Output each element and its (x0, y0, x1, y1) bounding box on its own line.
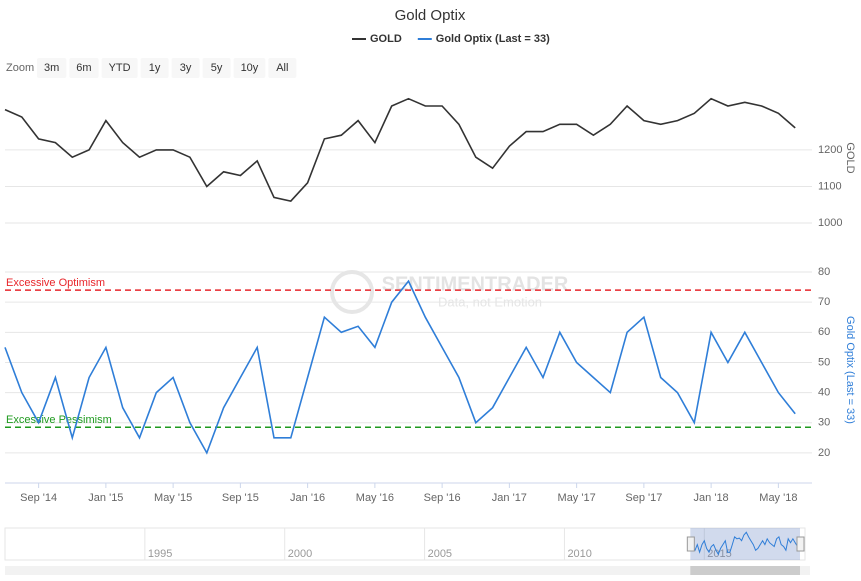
navigator-handle[interactable] (686, 536, 695, 552)
zoom-button[interactable] (37, 58, 67, 78)
navigator-selection (690, 528, 800, 560)
y-tick-label: 1100 (818, 180, 842, 192)
x-tick-label: Sep '16 (424, 492, 461, 504)
zoom-button-label[interactable]: 3m (44, 62, 59, 74)
x-tick-label: Jan '17 (492, 492, 527, 504)
x-tick-label: May '15 (154, 492, 192, 504)
zoom-button[interactable] (233, 58, 266, 78)
navigator-tick-label: 2010 (567, 548, 591, 560)
y2-axis-title: Gold Optix (Last = 33) (844, 316, 856, 424)
series-line (4, 97, 796, 202)
x-tick-label: Jan '15 (88, 492, 123, 504)
y2-tick-label: 30 (818, 417, 830, 429)
reference-label: Excessive Optimism (6, 277, 105, 289)
chart-title: Gold Optix (395, 7, 466, 24)
y2-tick-label: 70 (818, 296, 830, 308)
x-tick-label: Jan '16 (290, 492, 325, 504)
x-tick-label: Sep '15 (222, 492, 259, 504)
zoom-button-label[interactable]: 1y (149, 62, 161, 74)
zoom-button[interactable] (202, 58, 231, 78)
x-tick-label: May '17 (558, 492, 596, 504)
zoom-button[interactable] (268, 58, 297, 78)
navigator-tick-label: 2005 (428, 548, 452, 560)
scrollbar-track (5, 566, 810, 575)
zoom-button-label[interactable]: All (276, 62, 288, 74)
y2-tick-label: 50 (818, 356, 830, 368)
zoom-label: Zoom (6, 62, 34, 74)
navigator-line (689, 531, 801, 556)
x-tick-label: May '16 (356, 492, 394, 504)
x-tick-label: Sep '14 (20, 492, 57, 504)
y-tick-label: 1000 (818, 217, 842, 229)
zoom-button[interactable] (171, 58, 200, 78)
navigator-tick-label: 1995 (148, 548, 172, 560)
zoom-button[interactable] (140, 58, 169, 78)
zoom-button-label[interactable]: 10y (241, 62, 259, 74)
zoom-button[interactable] (69, 58, 99, 78)
y-tick-label: 1200 (818, 144, 842, 156)
zoom-button[interactable] (101, 58, 138, 78)
y-axis-title: GOLD (844, 142, 856, 173)
zoom-button-label[interactable]: 6m (76, 62, 91, 74)
zoom-button-label[interactable]: 5y (211, 62, 223, 74)
legend-label[interactable]: Gold Optix (Last = 33) (436, 33, 550, 45)
y2-tick-label: 60 (818, 326, 830, 338)
x-tick-label: Sep '17 (625, 492, 662, 504)
navigator-tick-label: 2000 (288, 548, 312, 560)
scrollbar-thumb[interactable] (690, 566, 800, 575)
series-line (4, 279, 796, 455)
x-tick-label: May '18 (759, 492, 797, 504)
zoom-button-label[interactable]: 3y (180, 62, 192, 74)
watermark-logo (330, 270, 374, 314)
y2-tick-label: 40 (818, 386, 830, 398)
x-tick-label: Jan '18 (694, 492, 729, 504)
y2-tick-label: 20 (818, 447, 830, 459)
zoom-button-label[interactable]: YTD (109, 62, 131, 74)
reference-label: Excessive Pessimism (6, 414, 112, 426)
legend-label[interactable]: GOLD (370, 33, 402, 45)
navigator-frame (4, 527, 806, 561)
navigator-tick-label: 2015 (707, 548, 731, 560)
navigator-handle[interactable] (796, 536, 805, 552)
y2-tick-label: 80 (818, 266, 830, 278)
